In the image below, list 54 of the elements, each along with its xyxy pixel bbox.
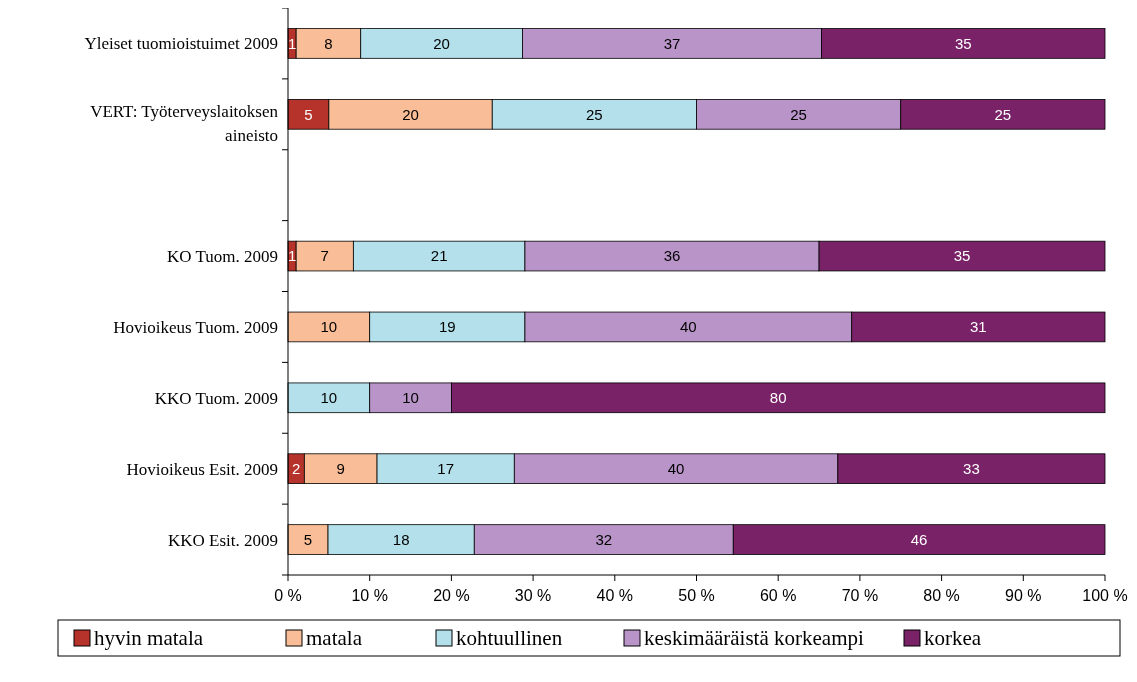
legend-label: hyvin matala — [94, 626, 204, 651]
legend-label: keskimääräistä korkeampi — [644, 626, 864, 651]
legend-label: matala — [306, 626, 363, 651]
data-label: 1 — [287, 34, 297, 52]
x-tick-label: 90 % — [1005, 587, 1042, 604]
data-label: 10 — [402, 389, 419, 407]
x-tick-label: 50 % — [678, 587, 715, 604]
x-tick-label: 10 % — [351, 587, 388, 604]
data-label: 25 — [994, 105, 1012, 123]
data-label: 9 — [336, 459, 345, 477]
x-tick-label: 20 % — [433, 587, 470, 604]
x-tick-label: 60 % — [759, 587, 797, 604]
data-label: 40 — [667, 459, 685, 477]
data-label: 10 — [320, 318, 338, 336]
data-label: 36 — [663, 247, 681, 265]
data-label: 25 — [586, 105, 603, 123]
y-tick-label: KO Tuom. 2009 — [166, 247, 278, 267]
x-tick-label: 70 % — [841, 587, 879, 604]
x-tick-label: 0 % — [274, 587, 302, 604]
data-label: 5 — [304, 105, 313, 123]
y-tick-label: Yleiset tuomioistuimet 2009 — [84, 34, 278, 54]
data-label: 8 — [324, 34, 333, 52]
data-label: 31 — [970, 318, 987, 336]
data-label: 46 — [910, 530, 928, 548]
data-label: 2 — [292, 459, 301, 477]
data-label: 35 — [954, 34, 972, 52]
data-label: 19 — [438, 318, 456, 336]
data-label: 17 — [437, 459, 455, 477]
data-label: 32 — [595, 530, 613, 548]
y-tick-label: VERT: Työterveyslaitoksen aineisto — [90, 102, 279, 146]
x-tick-label: 100 % — [1082, 587, 1128, 604]
y-tick-label: KKO Esit. 2009 — [167, 530, 278, 550]
legend-label: kohtuullinen — [456, 626, 563, 651]
data-label: 37 — [663, 34, 681, 52]
legend-label: korkea — [924, 626, 982, 651]
data-label: 20 — [402, 105, 419, 123]
data-label: 20 — [433, 34, 450, 52]
x-tick-label: 30 % — [514, 587, 552, 604]
data-label: 18 — [392, 530, 410, 548]
y-tick-label: Hovioikeus Esit. 2009 — [126, 459, 278, 479]
data-label: 7 — [320, 247, 329, 265]
y-tick-label: Hovioikeus Tuom. 2009 — [113, 317, 278, 337]
data-label: 40 — [679, 318, 697, 336]
y-tick-label: KKO Tuom. 2009 — [154, 388, 278, 408]
data-label: 1 — [287, 247, 297, 265]
data-label: 25 — [790, 105, 807, 123]
data-label: 33 — [963, 459, 980, 477]
x-tick-label: 80 % — [923, 587, 960, 604]
data-label: 5 — [303, 530, 313, 548]
data-label: 21 — [430, 247, 448, 265]
data-label: 35 — [953, 247, 971, 265]
x-tick-label: 40 % — [596, 587, 634, 604]
data-label: 10 — [320, 389, 338, 407]
data-label: 80 — [769, 389, 787, 407]
